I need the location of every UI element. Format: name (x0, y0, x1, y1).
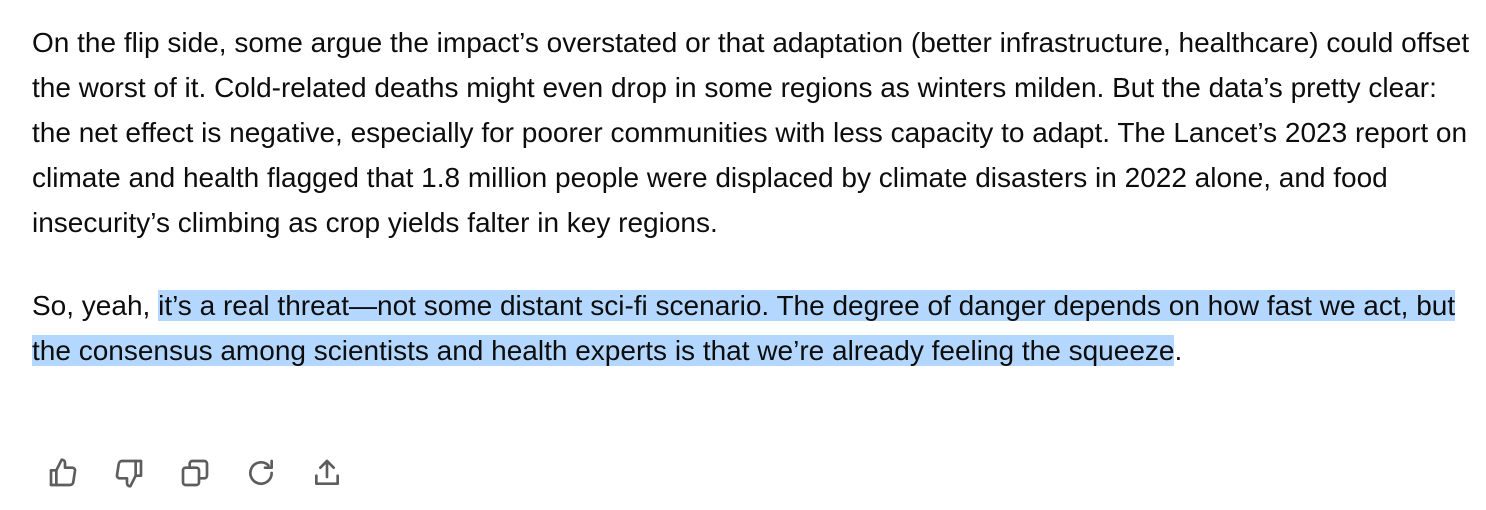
message-action-bar (40, 450, 350, 496)
text-after-selection: . (1174, 335, 1183, 366)
text-before-selection: So, yeah, (32, 290, 159, 321)
share-icon (315, 459, 339, 485)
assistant-message: On the flip side, some argue the impact’… (32, 20, 1472, 373)
regenerate-button[interactable] (238, 450, 284, 496)
dislike-button[interactable] (106, 450, 152, 496)
regenerate-icon (249, 459, 273, 485)
thumbs-up-icon (49, 458, 77, 487)
message-paragraph: On the flip side, some argue the impact’… (32, 27, 1470, 238)
share-button[interactable] (304, 450, 350, 496)
selected-text[interactable]: it’s a real threat—not some distant sci-… (32, 290, 1456, 366)
copy-icon (181, 459, 209, 487)
like-button[interactable] (40, 450, 86, 496)
thumbs-down-icon (115, 459, 143, 488)
message-paragraph-selected: So, yeah, it’s a real threat—not some di… (32, 283, 1472, 373)
copy-button[interactable] (172, 450, 218, 496)
